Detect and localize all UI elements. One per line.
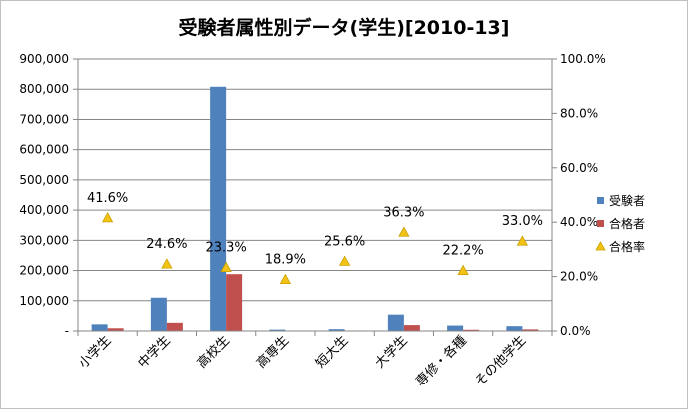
rate-marker	[398, 226, 410, 237]
bar-applicants	[328, 329, 345, 331]
left-tick-label: 400,000	[19, 203, 69, 217]
legend-swatch	[595, 241, 606, 251]
rate-marker	[220, 261, 232, 273]
bar-applicants	[269, 329, 286, 331]
right-tick-label: 0.0%	[560, 324, 591, 338]
rate-data-label: 23.3%	[205, 241, 246, 256]
legend-label: 合格者	[609, 216, 645, 231]
chart-title: 受験者属性別データ(学生)[2010-13]	[179, 16, 510, 39]
bar-passers	[463, 329, 480, 331]
left-tick-label: -	[65, 324, 69, 338]
category-label: 高校生	[194, 333, 233, 372]
left-tick-label: 500,000	[19, 173, 69, 187]
bars	[91, 86, 539, 332]
left-tick-label: 200,000	[19, 264, 69, 278]
left-tick-label: 300,000	[19, 233, 69, 247]
bar-applicants	[150, 297, 167, 331]
bar-applicants	[210, 86, 227, 331]
rate-data-label: 18.9%	[265, 253, 306, 268]
rate-data-label: 41.6%	[87, 191, 128, 206]
rate-marker	[516, 235, 529, 246]
legend-swatch	[597, 220, 604, 227]
category-label: 小学生	[76, 333, 115, 372]
rate-data-label: 25.6%	[324, 234, 365, 249]
rate-marker	[161, 258, 173, 269]
left-tick-label: 700,000	[19, 112, 69, 126]
rate-marker	[101, 212, 114, 223]
left-tick-label: 100,000	[19, 294, 69, 308]
rate-data-label: 33.0%	[502, 214, 543, 229]
category-label: その他学生	[472, 333, 529, 390]
category-label: 専修・各種	[413, 333, 470, 390]
legend-label: 受験者	[609, 193, 645, 208]
bar-passers	[403, 325, 420, 331]
right-tick-label: 80.0%	[560, 106, 598, 120]
category-label: 中学生	[135, 333, 174, 372]
right-tick-label: 60.0%	[560, 161, 598, 175]
bar-passers	[522, 329, 539, 331]
right-tick-label: 100.0%	[560, 52, 606, 66]
bar-applicants	[506, 326, 523, 331]
bar-applicants	[447, 325, 464, 331]
rate-data-label: 36.3%	[383, 205, 424, 220]
bar-applicants	[91, 324, 108, 331]
category-label: 短大生	[313, 333, 351, 371]
rate-marker	[279, 273, 292, 284]
left-tick-label: 600,000	[19, 143, 69, 157]
category-label: 大学生	[372, 333, 411, 372]
right-tick-label: 40.0%	[560, 215, 598, 229]
right-tick-label: 20.0%	[560, 270, 598, 284]
left-tick-label: 800,000	[19, 82, 69, 96]
category-label: 高専生	[253, 333, 292, 372]
bar-passers	[166, 322, 183, 331]
bar-passers	[226, 274, 243, 331]
legend-swatch	[597, 197, 604, 204]
gridlines	[78, 58, 552, 302]
rate-data-label: 22.2%	[442, 244, 483, 259]
bar-passers	[107, 328, 124, 331]
rate-data-label: 24.6%	[146, 237, 187, 252]
left-tick-label: 900,000	[19, 52, 69, 66]
legend-label: 合格率	[609, 239, 645, 254]
bar-applicants	[387, 314, 404, 331]
rate-marker	[457, 264, 469, 276]
rate-marker	[338, 255, 351, 266]
rate-markers: 41.6% 24.6% 23.3% 18.9% 25.6% 36.3% 22.2% 33.0%	[87, 191, 543, 284]
